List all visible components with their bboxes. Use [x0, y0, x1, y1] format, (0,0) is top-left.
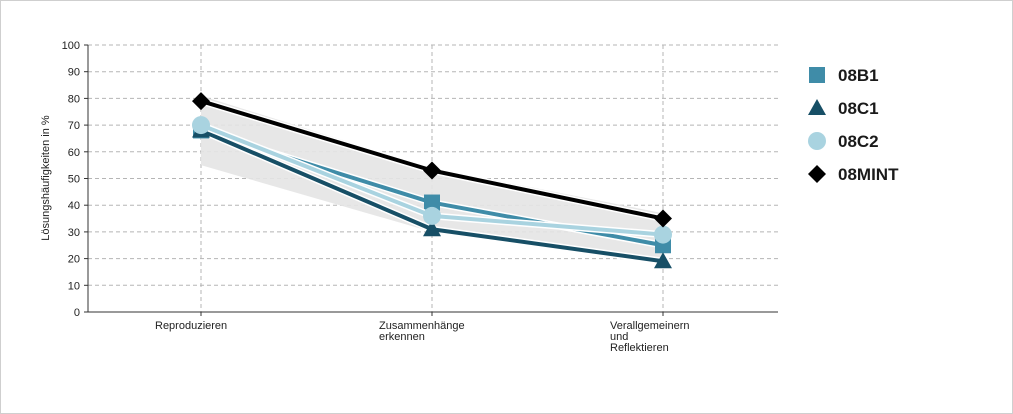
- legend-marker-08c2: [808, 132, 826, 150]
- x-tick-label: Reproduzieren: [155, 320, 227, 332]
- x-tick-label: Zusammenhänge erkennen: [379, 320, 465, 343]
- y-axis-label: Lösungshäufigkeiten in %: [40, 115, 52, 241]
- series-08c2: [192, 116, 672, 244]
- data-point: [654, 209, 672, 228]
- legend-label-08mint: 08MINT: [838, 165, 899, 184]
- series-08c1: [192, 121, 672, 269]
- data-point: [423, 220, 441, 237]
- y-tick-label: 30: [68, 227, 80, 239]
- y-tick-label: 80: [68, 93, 80, 105]
- data-point: [423, 206, 441, 225]
- legend-marker-08b1: [809, 67, 825, 83]
- series-08mint: [192, 92, 672, 228]
- y-tick-label: 60: [68, 147, 80, 159]
- y-tick-label: 100: [62, 40, 80, 52]
- data-point: [424, 194, 440, 211]
- grid: [88, 44, 778, 312]
- legend-label-08c1: 08C1: [838, 99, 879, 118]
- y-tick-label: 70: [68, 120, 80, 132]
- data-point: [192, 92, 210, 111]
- data-point: [192, 116, 210, 135]
- legend-label-08b1: 08B1: [838, 66, 879, 85]
- y-tick-label: 40: [68, 200, 80, 212]
- legend-label-08c2: 08C2: [838, 132, 879, 151]
- series-group: [192, 92, 672, 269]
- legend: 08B1 08C1 08C2 08MINT: [808, 66, 899, 184]
- x-tick-label: Verallgemeinern und Reflektieren: [610, 320, 690, 354]
- legend-marker-08c1: [808, 99, 826, 115]
- y-tick-label: 90: [68, 67, 80, 79]
- y-tick-label: 50: [68, 174, 80, 186]
- data-point: [654, 225, 672, 244]
- y-tick-label: 10: [68, 280, 80, 292]
- axes: 0 10 20 30 40 50 60 70 80 90 100 Reproduzieren Zusam…: [62, 40, 778, 354]
- data-point: [423, 161, 441, 180]
- y-tick-label: 20: [68, 254, 80, 266]
- legend-marker-08mint: [808, 165, 826, 183]
- data-point: [654, 252, 672, 269]
- y-tick-label: 0: [74, 307, 80, 319]
